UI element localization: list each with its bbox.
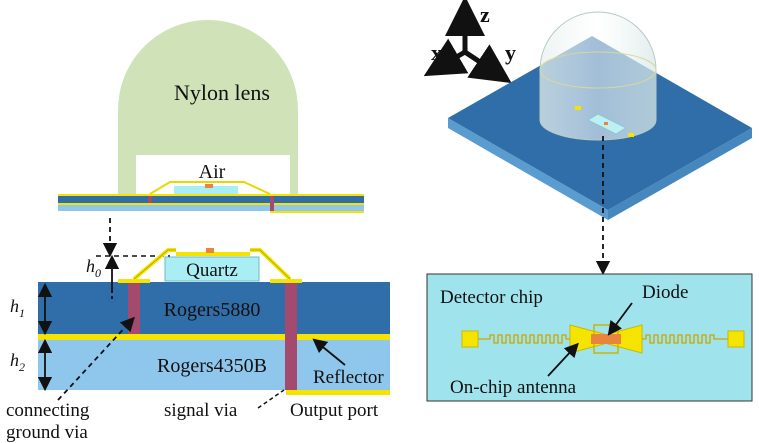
- output-port-label: Output port: [290, 400, 379, 421]
- connecting-ground-via-label-1: connecting: [6, 400, 90, 421]
- mini-bond-wires: [149, 181, 271, 195]
- meander-line-left: [478, 334, 572, 344]
- diode-label: Diode: [642, 282, 688, 303]
- chip-pad-3d-left: [575, 106, 581, 110]
- mini-signal-via: [270, 196, 274, 211]
- rogers4350b-label: Rogers4350B: [157, 355, 267, 377]
- lens-label: Nylon lens: [174, 80, 270, 105]
- chip-top-metal: [176, 252, 250, 256]
- mini-ground-via: [148, 196, 152, 203]
- mini-reflector: [58, 203, 364, 205]
- lens-cross-section: Nylon lens Air: [58, 20, 364, 213]
- axis-y-line: [463, 44, 512, 84]
- nylon-lens: [118, 20, 298, 195]
- top-pad-right: [270, 279, 302, 283]
- three-d-view: z x y: [423, 0, 752, 276]
- antenna-pointer: [547, 342, 579, 377]
- rogers5880-layer: [38, 282, 390, 334]
- bond-wire-left-outline: [133, 249, 176, 280]
- signal-via-pointer: [257, 389, 285, 409]
- diode-3d: [604, 122, 608, 125]
- pcb-cross-section: Quartz Rogers5880 Rogers4350B Reflector …: [6, 248, 390, 443]
- axis-x-line: [423, 38, 469, 77]
- connecting-ground-via-label-2: ground via: [6, 422, 88, 443]
- quartz-chip: [164, 256, 260, 282]
- mini-output-port: [270, 211, 364, 213]
- mini-quartz: [174, 186, 238, 194]
- air-label: Air: [199, 161, 226, 183]
- mini-top-metal: [58, 194, 364, 196]
- h0-label: h0: [86, 256, 101, 280]
- signal-via: [285, 283, 297, 390]
- rogers5880-label: Rogers5880: [164, 299, 261, 321]
- chip-pad-3d-right: [628, 133, 634, 137]
- detector-chip-label: Detector chip: [440, 287, 543, 308]
- h1-label: h1: [10, 296, 25, 320]
- bond-wire-right-outline: [250, 249, 291, 280]
- diode-element: [591, 334, 621, 344]
- chip-pad-right: [727, 330, 745, 348]
- mini-rogers4350b: [58, 205, 364, 211]
- diode-pointer: [607, 302, 633, 336]
- dome-base: [539, 51, 657, 89]
- output-port-pad: [286, 390, 390, 395]
- mini-rogers5880: [58, 196, 364, 203]
- axis-z-label: z: [480, 2, 490, 27]
- connecting-ground-via: [128, 283, 140, 334]
- diode-bump: [206, 248, 214, 253]
- quartz-label: Quartz: [186, 260, 238, 281]
- rogers4350b-layer: [38, 340, 390, 390]
- h2-label: h2: [10, 350, 25, 374]
- mini-diode: [205, 184, 213, 188]
- reflector-label: Reflector: [313, 367, 384, 388]
- on-chip-antenna-label: On-chip antenna: [450, 377, 577, 398]
- chip-pad-left: [461, 330, 479, 348]
- meander-line-right: [640, 334, 728, 344]
- axis-y-label: y: [505, 40, 516, 65]
- detector-chip-zoom: Detector chip Diode On-chip antenna: [426, 273, 753, 402]
- top-pad-left: [118, 279, 150, 283]
- axis-x-label: x: [431, 40, 442, 65]
- reflector-layer: [38, 334, 390, 340]
- board-side-right: [608, 128, 752, 220]
- reflector-pointer: [312, 338, 346, 366]
- signal-via-label: signal via: [164, 400, 238, 421]
- board-side-left: [448, 118, 608, 220]
